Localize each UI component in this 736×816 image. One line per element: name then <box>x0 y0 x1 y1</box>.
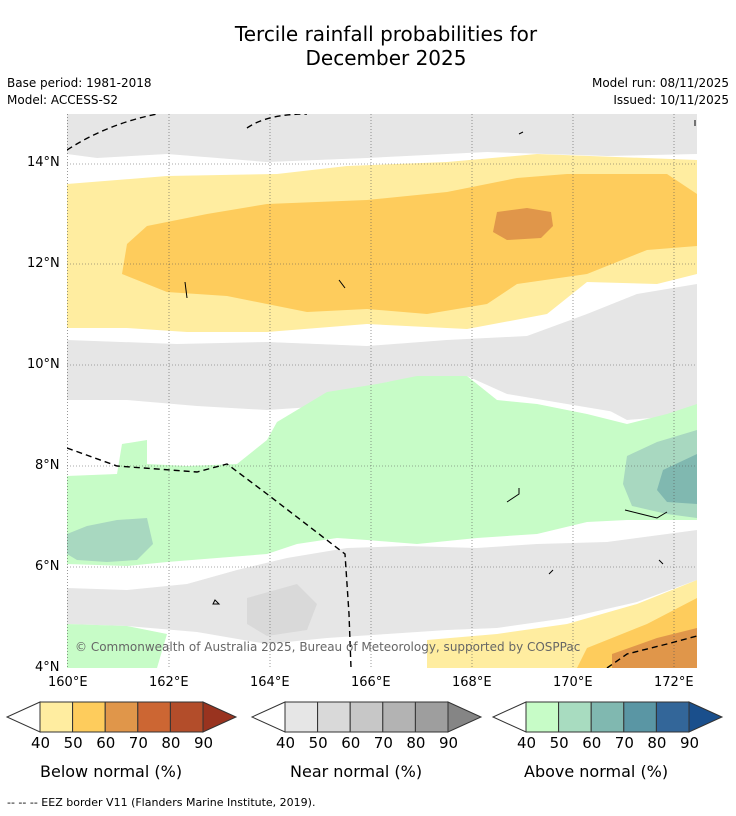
lon-tick-162E: 162°E <box>149 675 189 690</box>
lat-tick-10N: 10°N <box>27 357 60 372</box>
colorbar-extend-high <box>202 701 238 733</box>
colorbar-tick: 40 <box>276 734 296 752</box>
region-above-bottom <box>67 624 167 668</box>
colorbar-tick: 60 <box>96 734 116 752</box>
colorbar-tick: 40 <box>31 734 51 752</box>
region-below-bottom-60 <box>612 628 697 668</box>
colorbar-extend-high <box>447 701 483 733</box>
colorbar-tick: 70 <box>373 734 393 752</box>
colorbar-segment <box>590 701 625 733</box>
colorbar-segment <box>655 701 690 733</box>
model-run: Model run: 08/11/2025 <box>591 76 729 90</box>
gridlines <box>67 114 697 668</box>
islands <box>184 120 696 605</box>
chart-title: Tercile rainfall probabilities for Decem… <box>0 22 736 70</box>
eez-borders <box>67 114 697 668</box>
colorbar-above <box>491 701 724 733</box>
map-canvas <box>67 114 697 668</box>
colorbar-segment <box>525 701 560 733</box>
colorbar-extend-low <box>5 701 41 733</box>
lat-tick-8N: 8°N <box>35 458 60 473</box>
colorbar-tick: 60 <box>582 734 602 752</box>
colorbar-tick: 50 <box>308 734 328 752</box>
base-period: Base period: 1981-2018 <box>7 76 152 90</box>
lon-tick-168E: 168°E <box>452 675 492 690</box>
meta-right: Model run: 08/11/2025 Issued: 10/11/2025 <box>592 75 729 109</box>
colorbar-segment <box>414 701 449 733</box>
region-above-60 <box>657 454 697 504</box>
colorbar-extend-high <box>688 701 724 733</box>
lat-tick-14N: 14°N <box>27 155 60 170</box>
colorbar-segment <box>623 701 657 733</box>
region-near-right <box>587 289 697 420</box>
colorbar-tick: 80 <box>406 734 426 752</box>
region-above-40 <box>67 376 697 566</box>
lat-tick-4N: 4°N <box>35 660 60 675</box>
lat-tick-12N: 12°N <box>27 256 60 271</box>
region-below-60 <box>493 208 553 240</box>
colorbar-segment <box>169 701 204 733</box>
lon-tick-172E: 172°E <box>654 675 694 690</box>
lat-tick-6N: 6°N <box>35 559 60 574</box>
colorbar-segment <box>104 701 139 733</box>
region-below-50 <box>122 174 697 314</box>
issued-date: Issued: 10/11/2025 <box>613 93 729 107</box>
colorbar-segment <box>137 701 171 733</box>
colorbar-segment <box>382 701 416 733</box>
colorbar-near-label: Near normal (%) <box>290 762 423 781</box>
colorbar-tick: 90 <box>194 734 214 752</box>
meta-left: Base period: 1981-2018 Model: ACCESS-S2 <box>7 75 152 109</box>
map-panel <box>67 114 697 668</box>
colorbar-tick: 90 <box>439 734 459 752</box>
region-above-50-left <box>67 518 153 562</box>
lon-tick-166E: 166°E <box>351 675 391 690</box>
copyright-notice: © Commonwealth of Australia 2025, Bureau… <box>75 640 581 654</box>
colorbar-segment <box>284 701 319 733</box>
colorbar-tick: 60 <box>341 734 361 752</box>
region-near-bottom <box>67 530 697 644</box>
colorbar-tick: 70 <box>128 734 148 752</box>
region-near-bottom-50 <box>247 584 317 636</box>
lon-tick-160E: 160°E <box>48 675 88 690</box>
colorbar-segment <box>558 701 592 733</box>
colorbar-tick: 80 <box>161 734 181 752</box>
colorbar-above-label: Above normal (%) <box>524 762 669 781</box>
lon-tick-164E: 164°E <box>250 675 290 690</box>
eez-footnote: -- -- -- EEZ border V11 (Flanders Marine… <box>7 796 316 809</box>
colorbar-segment <box>349 701 384 733</box>
colorbar-tick: 70 <box>614 734 634 752</box>
colorbar-near <box>250 701 483 733</box>
colorbar-extend-low <box>491 701 527 733</box>
colorbar-tick: 80 <box>647 734 667 752</box>
colorbar-segment <box>317 701 351 733</box>
lon-tick-170E: 170°E <box>553 675 593 690</box>
colorbar-segment <box>72 701 106 733</box>
colorbar-tick: 50 <box>63 734 83 752</box>
colorbar-tick: 90 <box>680 734 700 752</box>
colorbar-segment <box>39 701 74 733</box>
colorbar-below <box>5 701 238 733</box>
colorbar-extend-low <box>250 701 286 733</box>
colorbar-tick: 50 <box>549 734 569 752</box>
title-line-1: Tercile rainfall probabilities for <box>234 22 538 46</box>
region-near-top <box>67 114 697 162</box>
region-near-mid <box>67 284 697 414</box>
colorbars <box>5 701 724 733</box>
title-line-2: December 2025 <box>305 46 467 70</box>
model-name: Model: ACCESS-S2 <box>7 93 119 107</box>
colorbar-below-label: Below normal (%) <box>40 762 183 781</box>
colorbar-tick: 40 <box>517 734 537 752</box>
